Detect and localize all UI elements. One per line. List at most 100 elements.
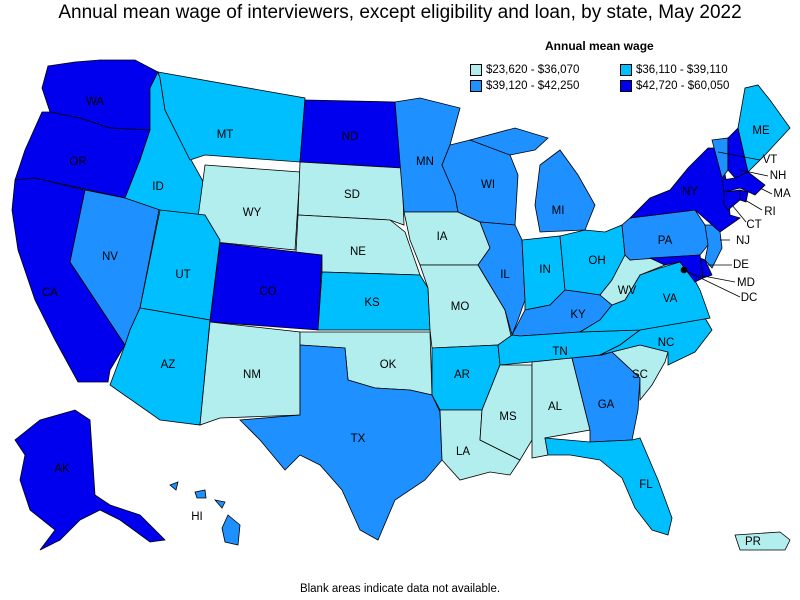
state-label-al: AL (548, 401, 563, 413)
state-ak[interactable]: AK (14, 409, 166, 551)
state-oh[interactable]: OH (559, 224, 626, 296)
state-label-md: MD (737, 277, 755, 289)
state-nj[interactable] (704, 224, 723, 269)
nh-leader-line (739, 169, 769, 177)
state-label-tx: TX (351, 433, 366, 445)
legend-item-3: $39,120 - $42,250 (470, 80, 579, 92)
legend-label-4: $42,720 - $60,050 (636, 80, 730, 92)
state-label-ri: RI (764, 206, 776, 218)
state-wv[interactable]: WV (599, 254, 667, 306)
state-label-wi: WI (481, 179, 495, 191)
legend-swatch-4 (620, 80, 632, 92)
state-ks[interactable]: KS (317, 271, 431, 331)
ri-leader-line (744, 199, 763, 211)
state-ca[interactable]: CA (11, 177, 126, 383)
legend-item-1: $23,620 - $36,070 (470, 64, 579, 76)
state-label-ky: KY (570, 309, 586, 321)
state-label-nc: NC (658, 337, 675, 349)
state-co[interactable]: CO (209, 242, 323, 331)
state-label-ar: AR (454, 369, 470, 381)
state-pa[interactable]: PA (621, 209, 713, 261)
state-label-me: ME (752, 125, 770, 137)
state-ct[interactable] (723, 189, 741, 211)
state-label-nv: NV (102, 251, 118, 263)
state-label-ct: CT (746, 219, 761, 231)
state-label-ks: KS (364, 297, 380, 309)
legend-title: Annual mean wage (545, 39, 654, 53)
state-label-ma: MA (773, 188, 791, 200)
legend-item-2: $36,110 - $39,110 (620, 64, 728, 76)
state-label-ny: NY (682, 186, 698, 198)
state-label-co: CO (259, 286, 276, 298)
state-label-ca: CA (42, 287, 58, 299)
state-label-ia: IA (437, 231, 448, 243)
state-me[interactable]: ME (737, 84, 791, 173)
state-label-or: OR (69, 156, 86, 168)
state-or[interactable]: OR (14, 111, 151, 199)
state-ri[interactable] (739, 189, 749, 203)
state-label-mo: MO (451, 301, 470, 313)
state-label-la: LA (456, 446, 470, 458)
state-label-nj: NJ (736, 235, 750, 247)
state-ms[interactable]: MS (479, 364, 533, 461)
state-md[interactable] (649, 254, 704, 283)
state-label-in: IN (539, 264, 551, 276)
state-label-nh: NH (770, 170, 787, 182)
state-label-sc: SC (632, 369, 648, 381)
state-label-wa: WA (86, 96, 104, 108)
map-title: Annual mean wage of interviewers, except… (58, 2, 742, 23)
state-pr[interactable]: PR (734, 531, 791, 551)
state-label-ok: OK (380, 359, 397, 371)
state-label-pr: PR (745, 536, 761, 548)
state-ne[interactable]: NE (295, 214, 421, 276)
state-label-id: ID (152, 181, 164, 193)
state-label-wv: WV (618, 285, 637, 297)
state-label-tn: TN (552, 346, 567, 358)
legend-swatch-1 (470, 64, 482, 76)
vt-leader-line (717, 151, 761, 161)
state-mn[interactable]: MN (394, 97, 461, 213)
state-nc[interactable]: NC (599, 317, 713, 366)
legend-label-1: $23,620 - $36,070 (486, 64, 580, 76)
state-label-ms: MS (499, 411, 517, 423)
md-leader-line (697, 274, 736, 283)
state-nd[interactable]: ND (299, 99, 403, 169)
state-label-ga: GA (598, 399, 615, 411)
state-nm[interactable]: NM (199, 321, 301, 426)
state-hi[interactable]: HI (169, 481, 241, 546)
state-label-ut: UT (175, 269, 190, 281)
ma-leader-line (759, 187, 773, 195)
small-state-labels: VT NH MA RI CT NJ DE MD DC (683, 151, 791, 304)
state-label-az: AZ (161, 359, 176, 371)
state-nv[interactable]: NV (69, 189, 161, 346)
state-label-pa: PA (658, 235, 673, 247)
state-label-hi: HI (191, 511, 203, 523)
state-va[interactable]: VA (578, 261, 711, 333)
state-fl[interactable]: FL (544, 437, 673, 536)
legend-swatch-3 (470, 80, 482, 92)
state-label-de: DE (733, 259, 749, 271)
state-ga[interactable]: GA (571, 351, 641, 443)
footer-note: Blank areas indicate data not available. (299, 583, 501, 595)
state-label-ne: NE (350, 246, 366, 258)
state-label-nd: ND (342, 131, 359, 143)
state-label-wy: WY (243, 207, 262, 219)
state-mt[interactable]: MT (157, 71, 306, 163)
state-label-dc: DC (741, 292, 758, 304)
state-label-va: VA (663, 293, 678, 305)
legend-label-2: $36,110 - $39,110 (636, 64, 728, 76)
ct-leader-line (731, 204, 747, 223)
state-tx[interactable]: TX (239, 344, 443, 541)
state-mi[interactable]: MI (468, 127, 596, 233)
state-label-fl: FL (639, 479, 653, 491)
state-label-mi: MI (552, 205, 565, 217)
legend-item-4: $42,720 - $60,050 (620, 80, 729, 92)
state-ut[interactable]: UT (139, 209, 221, 321)
state-label-oh: OH (588, 255, 605, 267)
legend-swatch-2 (620, 64, 632, 76)
state-sd[interactable]: SD (297, 161, 405, 226)
legend-label-3: $39,120 - $42,250 (486, 80, 580, 92)
state-label-mn: MN (416, 156, 434, 168)
state-label-nm: NM (243, 369, 261, 381)
dc-leader-line (683, 269, 741, 298)
